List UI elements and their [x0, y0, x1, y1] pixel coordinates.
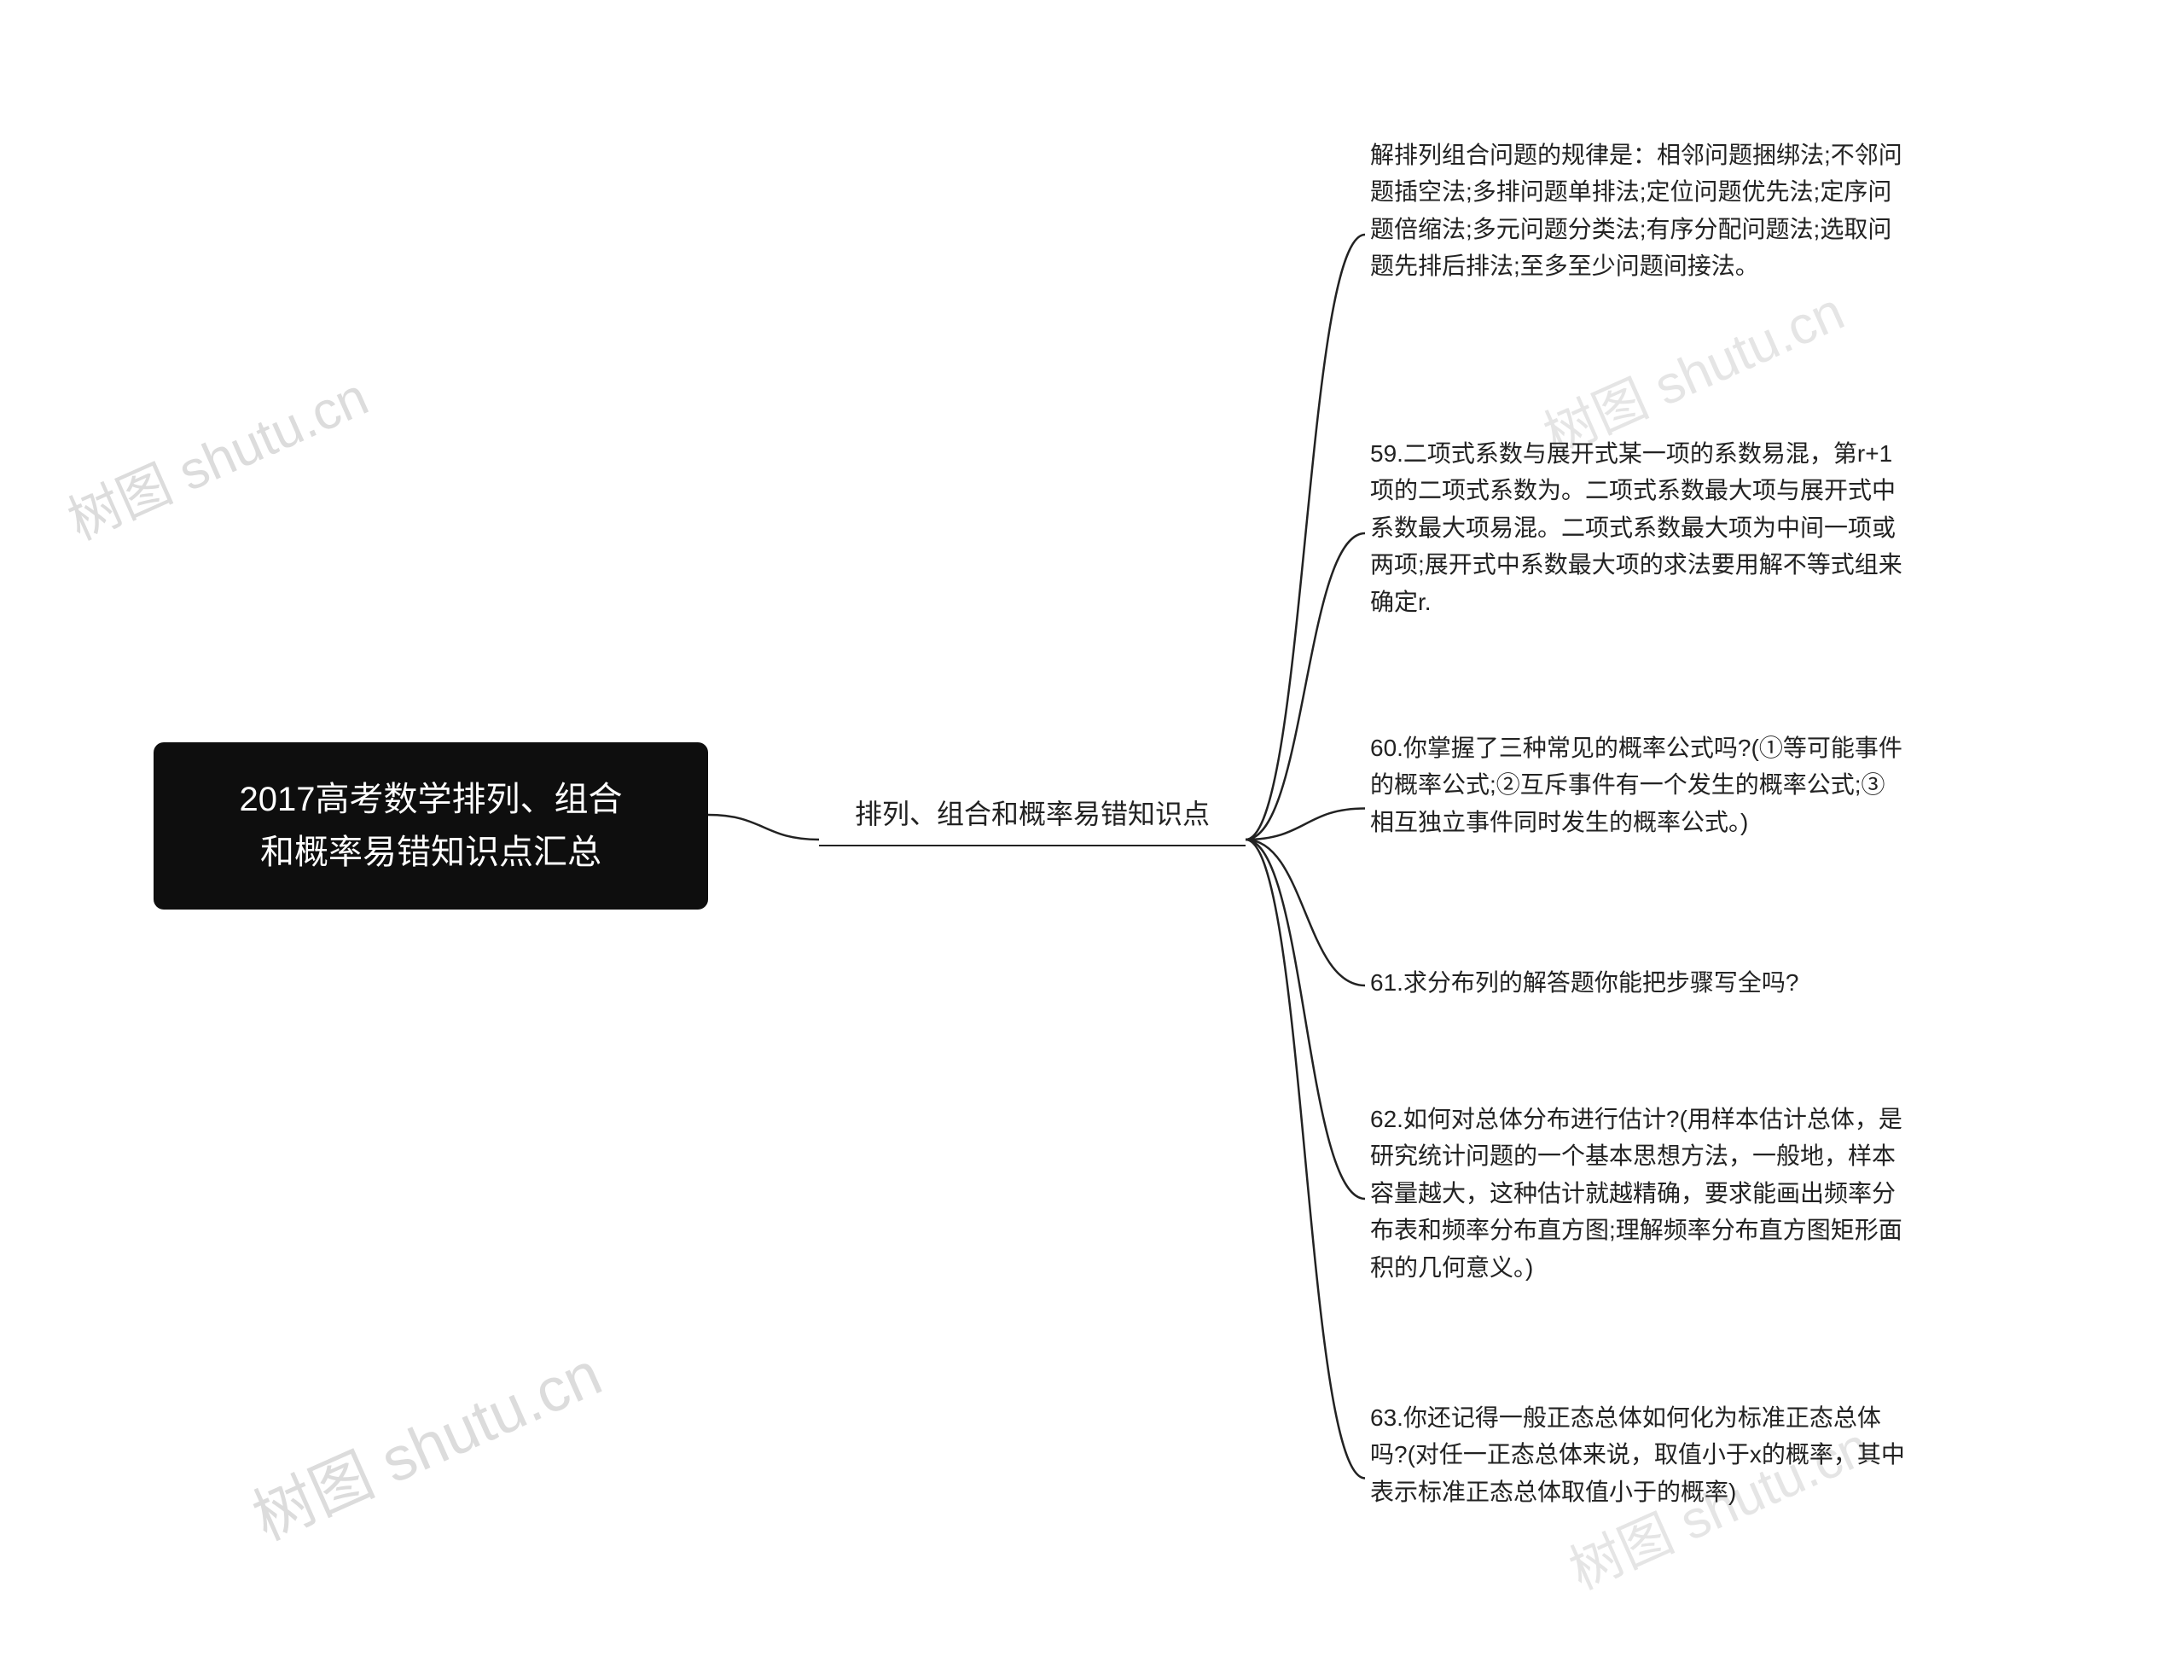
connector-mid-leaf	[1246, 235, 1365, 840]
mid-node-label: 排列、组合和概率易错知识点	[855, 799, 1210, 829]
mid-node: 排列、组合和概率易错知识点	[819, 793, 1246, 846]
connector-mid-leaf	[1246, 840, 1365, 1479]
leaf-node: 61.求分布列的解答题你能把步骤写全吗?	[1365, 964, 1911, 1006]
leaf-node: 60.你掌握了三种常见的概率公式吗?(①等可能事件的概率公式;②互斥事件有一个发…	[1365, 730, 1911, 846]
watermark: 树图 shutu.cn	[54, 354, 378, 555]
leaf-node: 59.二项式系数与展开式某一项的系数易混，第r+1项的二项式系数为。二项式系数最…	[1365, 435, 1911, 625]
leaf-node: 解排列组合问题的规律是：相邻问题捆绑法;不邻问题插空法;多排问题单排法;定位问题…	[1365, 137, 1911, 290]
leaf-node: 63.你还记得一般正态总体如何化为标准正态总体吗?(对任一正态总体来说，取值小于…	[1365, 1399, 1911, 1515]
mindmap-canvas: 树图 shutu.cn树图 shutu.cn树图 shutu.cn树图 shut…	[0, 0, 2184, 1680]
leaf-node: 62.如何对总体分布进行估计?(用样本估计总体，是研究统计问题的一个基本思想方法…	[1365, 1101, 1911, 1291]
connector-mid-leaf	[1246, 840, 1365, 985]
root-node: 2017高考数学排列、组合 和概率易错知识点汇总	[154, 742, 708, 910]
connector-mid-leaf	[1246, 809, 1365, 840]
connector-mid-leaf	[1246, 840, 1365, 1199]
watermark: 树图 shutu.cn	[236, 1324, 613, 1557]
connector-mid-leaf	[1246, 533, 1365, 840]
connector-root-mid	[708, 815, 819, 840]
root-line-1: 2017高考数学排列、组合	[189, 773, 672, 826]
root-line-2: 和概率易错知识点汇总	[189, 826, 672, 879]
